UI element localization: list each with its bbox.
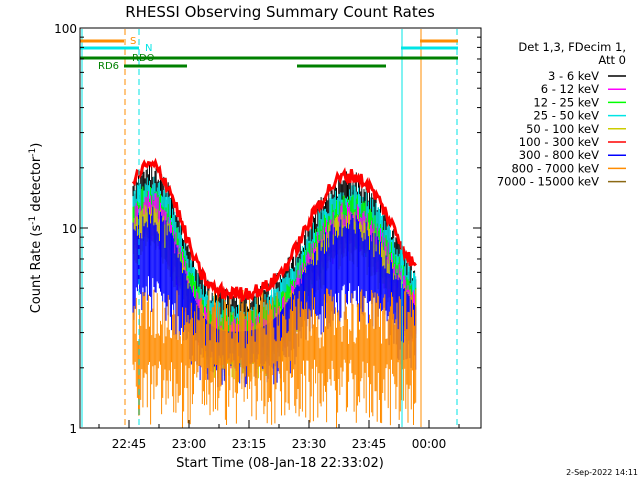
y-axis-label: Count Rate (s-1 detector-1) xyxy=(28,143,44,314)
legend-header-line2: Att 0 xyxy=(598,53,626,67)
legend-entry-label: 7000 - 15000 keV xyxy=(497,175,599,189)
x-tick-label: 22:45 xyxy=(112,437,147,451)
y-tick-label: 10 xyxy=(62,222,77,236)
legend-header-line1: Det 1,3, FDecim 1, xyxy=(518,40,626,54)
series-100-300-kev-line xyxy=(131,157,417,303)
x-tick-label: 23:30 xyxy=(292,437,327,451)
timestamp: 2-Sep-2022 14:11 xyxy=(566,468,638,477)
chart-title: RHESSI Observing Summary Count Rates xyxy=(125,3,435,21)
legend-entry-label: 25 - 50 keV xyxy=(533,109,599,123)
flag-labels: S N RDO RD6 xyxy=(98,36,155,72)
data-layer xyxy=(131,157,417,428)
legend-entry-label: 300 - 800 keV xyxy=(519,148,599,162)
flag-label-rdo: RDO xyxy=(132,53,155,64)
flag-label-s: S xyxy=(130,36,136,47)
axis-ticks: 22:45 23:00 23:15 23:30 23:45 00:00 1 10 100 xyxy=(54,22,481,451)
x-tick-label: 23:00 xyxy=(172,437,207,451)
legend-entry-label: 3 - 6 keV xyxy=(548,69,599,83)
flag-label-rd6: RD6 xyxy=(98,61,119,72)
x-tick-label: 00:00 xyxy=(412,437,447,451)
legend-entry-label: 800 - 7000 keV xyxy=(511,161,599,175)
x-tick-label: 23:15 xyxy=(232,437,267,451)
flag-label-n: N xyxy=(145,43,152,54)
y-tick-label: 100 xyxy=(54,22,77,36)
x-axis-label: Start Time (08-Jan-18 22:33:02) xyxy=(176,456,384,471)
legend-entry-label: 50 - 100 keV xyxy=(526,122,599,136)
y-tick-label: 1 xyxy=(69,422,77,436)
legend-entry-label: 100 - 300 keV xyxy=(519,135,599,149)
x-tick-label: 23:45 xyxy=(352,437,387,451)
legend-entry-label: 6 - 12 keV xyxy=(541,82,599,96)
legend-entry-label: 12 - 25 keV xyxy=(533,95,599,109)
